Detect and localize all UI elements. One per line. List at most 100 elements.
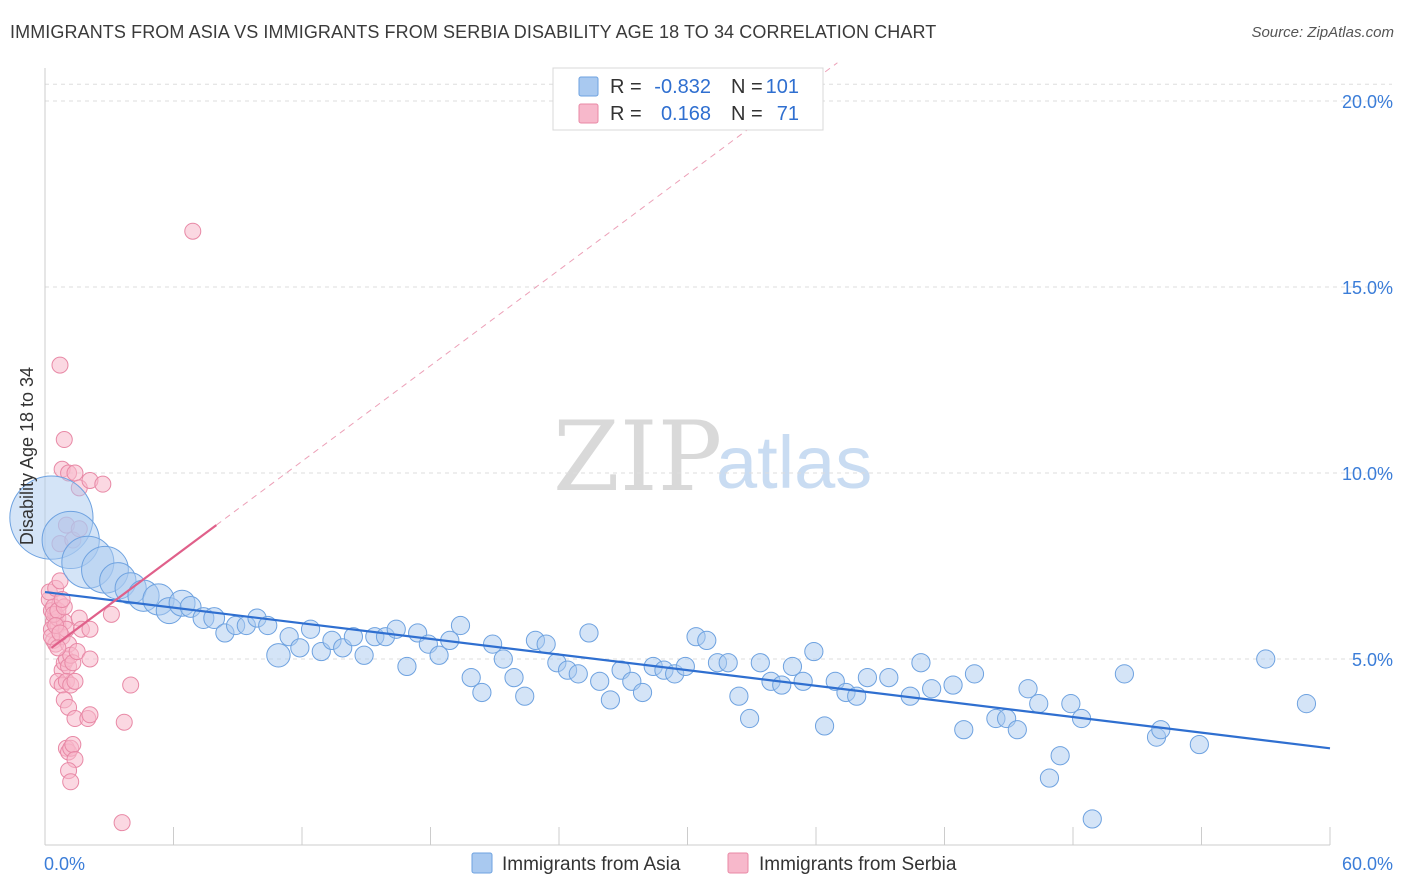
asia-point [718, 653, 738, 673]
serbia-point [64, 736, 82, 754]
asia-point [536, 634, 556, 654]
serbia-trend-dashed [216, 62, 838, 526]
asia-point [579, 623, 599, 643]
legend-swatch-serbia [578, 103, 599, 124]
y-axis-label: Disability Age 18 to 34 [17, 367, 37, 545]
asia-point [343, 627, 363, 647]
asia-point [964, 664, 985, 684]
legend-asia-r-label: R = [610, 76, 642, 98]
asia-point [1114, 664, 1135, 684]
asia-point [814, 716, 835, 736]
asia-point [750, 653, 770, 673]
serbia-trend-line [50, 524, 217, 649]
asia-point [1007, 720, 1027, 740]
serbia-point [68, 643, 86, 661]
y-tick-label-3: 20.0% [1342, 92, 1393, 112]
asia-point [472, 682, 492, 703]
series-legend: Immigrants from Asia Immigrants from Ser… [471, 852, 957, 875]
legend-serbia-n-label: N = [731, 103, 763, 125]
series-legend-label-serbia: Immigrants from Serbia [759, 854, 957, 875]
legend-swatch-asia [578, 76, 599, 97]
asia-point [772, 675, 792, 695]
serbia-point [66, 672, 84, 690]
asia-point [632, 682, 653, 703]
asia-point [1039, 768, 1060, 788]
serbia-point [115, 713, 133, 731]
legend-asia-n-label: N = [731, 76, 763, 98]
watermark-zip: ZIP [553, 401, 722, 513]
asia-point [493, 649, 513, 669]
gridlines [45, 83, 1392, 660]
asia-point [515, 686, 535, 706]
legend-serbia-r-label: R = [610, 103, 642, 125]
asia-point [1082, 809, 1102, 829]
asia-point [354, 645, 374, 665]
y-tick-label-1: 10.0% [1342, 464, 1393, 484]
asia-point [857, 668, 878, 688]
y-tick-labels: 5.0% 10.0% 15.0% 20.0% [1342, 92, 1393, 670]
asia-point [1189, 734, 1209, 755]
asia-point [740, 708, 760, 729]
watermark: ZIP atlas [553, 401, 872, 513]
legend-serbia-n-value: 71 [777, 103, 799, 125]
series-legend-label-asia: Immigrants from Asia [502, 854, 681, 875]
asia-point [793, 671, 813, 691]
asia-point [943, 675, 963, 695]
asia-point [1018, 679, 1038, 699]
serbia-point [94, 475, 112, 493]
x-tick-labels: 0.0% 60.0% [44, 854, 1393, 874]
serbia-point [102, 605, 120, 623]
asia-point [450, 615, 471, 636]
serbia-point [113, 814, 131, 832]
serbia-point [51, 572, 69, 590]
serbia-point [66, 464, 84, 482]
asia-point [804, 641, 824, 662]
asia-point [1151, 720, 1171, 740]
serbia-trend-extension [216, 62, 838, 526]
legend-asia-r-value: -0.832 [654, 76, 711, 98]
asia-points [9, 475, 1317, 829]
asia-point [697, 630, 717, 651]
serbia-point [184, 222, 202, 240]
legend-asia-n-value: 101 [766, 76, 799, 98]
series-legend-swatch-asia [471, 852, 493, 874]
asia-point [266, 643, 291, 668]
y-tick-label-2: 15.0% [1342, 278, 1393, 298]
x-tick-label-0: 0.0% [44, 854, 85, 874]
asia-point [729, 686, 749, 706]
series-legend-swatch-serbia [727, 852, 749, 874]
asia-trend-line [44, 590, 1331, 750]
trend-lines [44, 524, 1331, 750]
watermark-atlas: atlas [716, 421, 872, 504]
asia-point [258, 615, 278, 636]
serbia-point [55, 431, 73, 449]
asia-point [590, 671, 610, 691]
chart-title: IMMIGRANTS FROM ASIA VS IMMIGRANTS FROM … [10, 22, 937, 42]
asia-point [911, 653, 931, 673]
asia-point [922, 679, 942, 699]
serbia-point [81, 650, 99, 668]
serbia-point [49, 639, 67, 657]
asia-point [290, 638, 310, 658]
axes [44, 68, 1331, 846]
serbia-point [51, 356, 69, 374]
x-tick-label-1: 60.0% [1342, 854, 1393, 874]
asia-point [1029, 694, 1049, 714]
asia-point [461, 668, 481, 688]
asia-point [879, 668, 899, 688]
source-credit: Source: ZipAtlas.com [1251, 24, 1394, 41]
serbia-point [122, 676, 140, 694]
serbia-point [62, 773, 80, 791]
serbia-points [40, 222, 202, 832]
asia-point [954, 720, 974, 740]
asia-point [1050, 746, 1070, 766]
y-tick-label-0: 5.0% [1352, 650, 1393, 670]
asia-point [504, 668, 524, 688]
asia-point [568, 664, 588, 684]
asia-point [1296, 694, 1317, 714]
asia-point [782, 656, 803, 677]
serbia-point [81, 706, 99, 724]
asia-point [600, 690, 621, 710]
legend-serbia-r-value: 0.168 [661, 103, 711, 125]
